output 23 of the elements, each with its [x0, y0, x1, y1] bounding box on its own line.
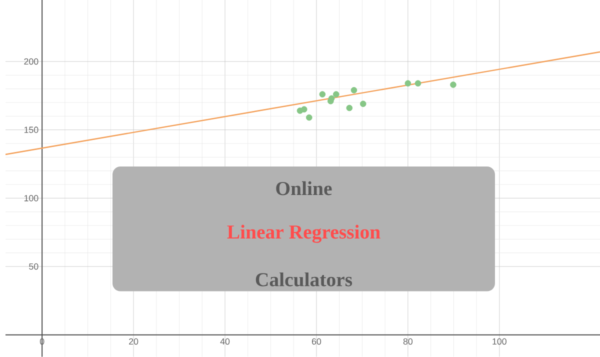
point [319, 91, 326, 98]
x-tick-label: 80 [403, 338, 413, 345]
point [300, 106, 308, 113]
annotation: Online [276, 181, 332, 196]
point [327, 98, 334, 104]
y-tick-label: 50 [29, 263, 38, 270]
x-tick-label: 60 [312, 338, 322, 345]
point [360, 100, 366, 108]
point [350, 87, 358, 94]
point [404, 80, 412, 87]
point [414, 80, 422, 87]
point [450, 82, 456, 88]
x-tick-label: 100 [492, 338, 506, 345]
y-tick-label: 200 [24, 58, 38, 65]
x-tick-label: 20 [129, 338, 138, 345]
y-tick-label: 150 [24, 126, 38, 134]
y-tick-label: 100 [24, 195, 38, 202]
x-tick-label: 40 [220, 338, 230, 345]
annotation: Calculators [256, 272, 352, 287]
point [306, 114, 312, 121]
annotation: Linear Regression [227, 224, 380, 243]
point [332, 91, 340, 98]
point [346, 104, 353, 112]
